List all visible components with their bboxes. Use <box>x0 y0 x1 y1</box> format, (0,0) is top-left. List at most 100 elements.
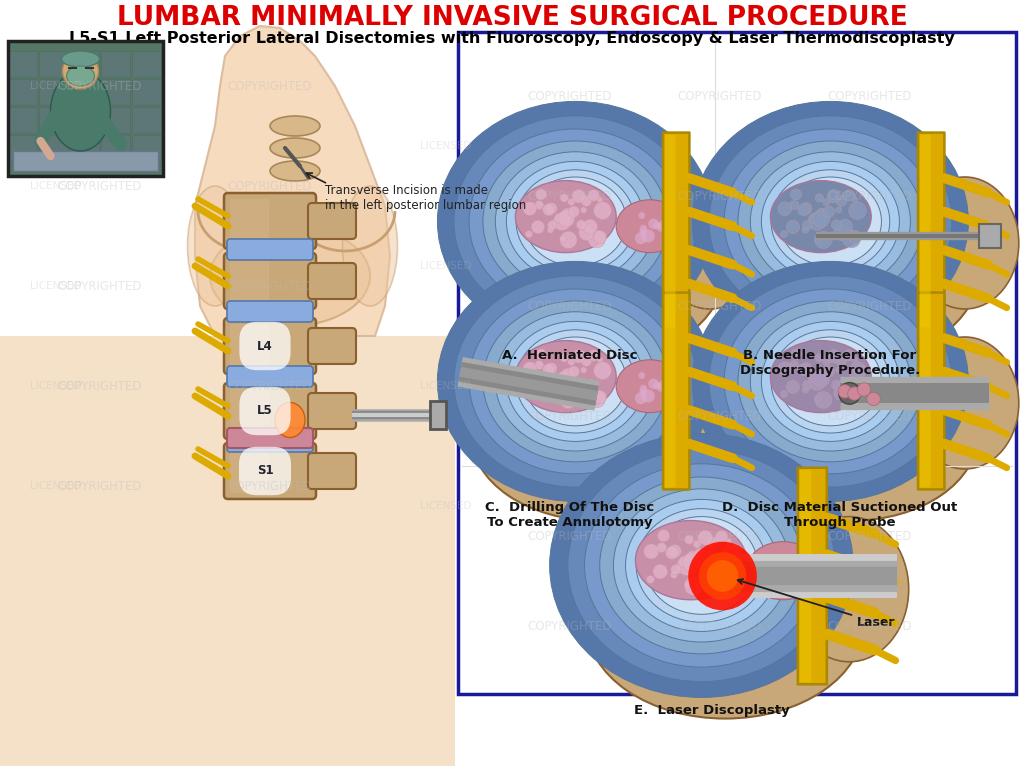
Bar <box>8 41 163 176</box>
Ellipse shape <box>779 177 882 266</box>
Text: COPYRIGHTED: COPYRIGHTED <box>57 480 142 493</box>
Circle shape <box>815 354 823 362</box>
Circle shape <box>641 389 654 403</box>
Circle shape <box>644 544 658 559</box>
Circle shape <box>780 231 787 237</box>
FancyBboxPatch shape <box>224 193 316 249</box>
Text: COPYRIGHTED: COPYRIGHTED <box>678 189 762 202</box>
Circle shape <box>581 367 587 373</box>
Circle shape <box>648 218 658 229</box>
Bar <box>39 79 68 105</box>
Circle shape <box>560 354 568 362</box>
Circle shape <box>813 210 829 227</box>
Ellipse shape <box>469 289 682 474</box>
Circle shape <box>710 563 726 579</box>
Circle shape <box>849 362 866 379</box>
Circle shape <box>535 201 544 210</box>
Text: A.  Herniated Disc: A. Herniated Disc <box>502 349 638 362</box>
Ellipse shape <box>454 276 697 487</box>
Circle shape <box>810 373 820 384</box>
Circle shape <box>843 230 860 248</box>
Circle shape <box>653 222 662 230</box>
Text: Laser: Laser <box>737 579 896 629</box>
Text: COPYRIGHTED: COPYRIGHTED <box>678 90 762 103</box>
Circle shape <box>767 578 780 591</box>
FancyBboxPatch shape <box>308 393 356 429</box>
Circle shape <box>771 555 778 563</box>
FancyBboxPatch shape <box>918 133 944 329</box>
Ellipse shape <box>342 186 397 306</box>
Ellipse shape <box>550 434 853 697</box>
Text: B. Needle Insertion For
Discography Procedure.: B. Needle Insertion For Discography Proc… <box>740 349 921 377</box>
Circle shape <box>810 213 820 224</box>
Circle shape <box>546 362 557 374</box>
Circle shape <box>801 362 812 374</box>
Ellipse shape <box>270 116 319 136</box>
Circle shape <box>843 190 854 201</box>
Bar <box>70 107 99 133</box>
FancyBboxPatch shape <box>227 301 313 322</box>
Text: COPYRIGHTED: COPYRIGHTED <box>527 90 612 103</box>
Circle shape <box>725 538 731 545</box>
Bar <box>39 135 68 161</box>
Bar <box>101 107 130 133</box>
Ellipse shape <box>616 200 683 253</box>
Circle shape <box>579 225 594 241</box>
Ellipse shape <box>50 71 111 151</box>
Ellipse shape <box>762 162 899 281</box>
Circle shape <box>836 195 847 206</box>
Circle shape <box>548 221 557 230</box>
Circle shape <box>679 556 690 568</box>
FancyBboxPatch shape <box>308 203 356 239</box>
Circle shape <box>523 362 537 375</box>
Text: S1: S1 <box>257 464 273 477</box>
Circle shape <box>819 218 825 224</box>
Ellipse shape <box>469 129 682 314</box>
Ellipse shape <box>738 301 923 462</box>
Circle shape <box>677 555 696 575</box>
Circle shape <box>656 381 668 392</box>
Circle shape <box>798 204 810 216</box>
Ellipse shape <box>626 499 777 631</box>
Circle shape <box>722 544 741 563</box>
Circle shape <box>536 189 547 200</box>
Circle shape <box>594 362 611 379</box>
Ellipse shape <box>483 141 668 302</box>
Circle shape <box>641 229 654 243</box>
Text: LICENSED: LICENSED <box>30 81 82 91</box>
Ellipse shape <box>709 116 952 327</box>
Circle shape <box>815 395 821 402</box>
Circle shape <box>597 197 603 202</box>
Circle shape <box>823 206 835 218</box>
Circle shape <box>568 366 580 378</box>
Circle shape <box>543 364 555 376</box>
FancyBboxPatch shape <box>224 253 316 309</box>
Ellipse shape <box>454 116 697 327</box>
Text: COPYRIGHTED: COPYRIGHTED <box>678 529 762 542</box>
Bar <box>101 51 130 77</box>
Circle shape <box>525 391 532 398</box>
Circle shape <box>822 198 829 205</box>
Circle shape <box>653 381 662 389</box>
Ellipse shape <box>471 188 723 361</box>
Ellipse shape <box>187 186 243 306</box>
FancyBboxPatch shape <box>665 135 676 327</box>
Circle shape <box>827 189 841 203</box>
FancyBboxPatch shape <box>230 449 269 493</box>
Circle shape <box>848 231 861 244</box>
Text: COPYRIGHTED: COPYRIGHTED <box>57 179 142 192</box>
Circle shape <box>786 380 800 394</box>
Ellipse shape <box>585 463 818 667</box>
Circle shape <box>639 385 647 392</box>
Circle shape <box>684 581 692 588</box>
Text: LICENSED: LICENSED <box>30 381 82 391</box>
Ellipse shape <box>762 322 899 441</box>
Circle shape <box>555 213 565 224</box>
Ellipse shape <box>726 348 978 521</box>
Text: COPYRIGHTED: COPYRIGHTED <box>527 620 612 633</box>
Bar <box>8 107 37 133</box>
Text: COPYRIGHTED: COPYRIGHTED <box>227 480 312 493</box>
Text: COPYRIGHTED: COPYRIGHTED <box>678 620 762 633</box>
Circle shape <box>836 367 842 373</box>
FancyBboxPatch shape <box>920 295 931 487</box>
